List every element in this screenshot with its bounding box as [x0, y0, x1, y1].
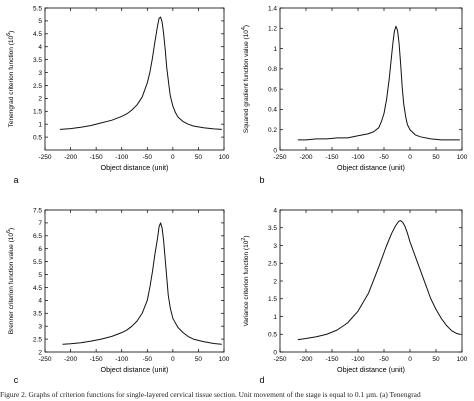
y-tick-label: 1 — [38, 121, 42, 128]
x-tick-label: -50 — [379, 154, 389, 161]
x-axis-label: Object distance (unit) — [337, 365, 405, 374]
x-tick-label: -150 — [90, 356, 103, 363]
x-tick-label: -150 — [90, 154, 103, 161]
y-axis-label: Squared gradient function value (104) — [241, 25, 250, 133]
y-tick-label: 7.5 — [33, 207, 42, 214]
figure-caption: Figure 2. Graphs of criterion functions … — [0, 390, 421, 399]
x-tick-label: -200 — [64, 154, 77, 161]
x-tick-label: 0 — [408, 356, 412, 363]
x-tick-label: -50 — [143, 356, 153, 363]
y-tick-label: 1.2 — [268, 26, 277, 33]
y-tick-label: 5 — [38, 18, 42, 25]
panel-label: b — [259, 175, 264, 185]
y-tick-label: 6 — [38, 246, 42, 253]
x-tick-label: -150 — [325, 356, 338, 363]
y-tick-label: 3.5 — [268, 225, 277, 232]
y-tick-label: 2 — [38, 96, 42, 103]
plot-frame — [44, 7, 225, 151]
y-tick-label: 4 — [273, 207, 277, 214]
plot-frame — [279, 7, 463, 151]
x-tick-label: 100 — [219, 154, 230, 161]
chart-panel-c: -250 -200 -150 -100 -50 0 50 100 2 2.5 3 3.5 4 4.5 5 5.… — [6, 207, 230, 385]
x-tick-label: -100 — [115, 356, 128, 363]
y-axis-label: Tenengrad criterion function (106) — [6, 31, 15, 128]
y-tick-label: 0.4 — [268, 107, 277, 114]
panel-label: a — [13, 175, 18, 185]
y-tick-label: 1.5 — [268, 296, 277, 303]
x-axis-label: Object distance (unit) — [101, 163, 169, 172]
y-tick-label: 1.4 — [268, 5, 277, 12]
x-tick-label: 100 — [219, 356, 230, 363]
x-tick-label: 0 — [408, 154, 412, 161]
y-tick-label: 1 — [273, 314, 277, 321]
y-tick-label: 6.5 — [33, 233, 42, 240]
x-tick-label: -250 — [273, 154, 286, 161]
x-tick-label: 100 — [457, 356, 468, 363]
x-tick-label: 50 — [432, 154, 440, 161]
plot-frame — [279, 209, 463, 353]
y-axis-label: Variance criterion function (102) — [241, 235, 250, 326]
y-tick-label: 0 — [273, 349, 277, 356]
y-tick-label: 2 — [38, 349, 42, 356]
panel-label: c — [14, 375, 19, 385]
y-tick-label: 5.5 — [33, 5, 42, 12]
x-tick-label: -250 — [38, 356, 51, 363]
x-axis-label: Object distance (unit) — [101, 365, 169, 374]
y-tick-label: 2.5 — [33, 336, 42, 343]
x-tick-label: 0 — [171, 154, 175, 161]
y-tick-label: 3 — [38, 70, 42, 77]
y-tick-label: 4 — [38, 298, 42, 305]
x-tick-label: 50 — [195, 356, 203, 363]
series-line — [297, 220, 460, 341]
y-tick-label: 1.5 — [33, 109, 42, 116]
x-tick-label: -100 — [351, 154, 364, 161]
y-tick-label: 4.5 — [33, 285, 42, 292]
y-tick-label: 3 — [38, 323, 42, 330]
y-tick-label: 4.5 — [33, 31, 42, 38]
x-tick-label: -100 — [351, 356, 364, 363]
y-tick-label: 1 — [273, 46, 277, 53]
x-tick-label: -50 — [143, 154, 153, 161]
x-tick-label: -50 — [379, 356, 389, 363]
x-tick-label: -250 — [38, 154, 51, 161]
y-tick-label: 5 — [38, 272, 42, 279]
series-line — [59, 16, 222, 130]
series-line — [62, 222, 222, 345]
y-tick-label: 0.8 — [268, 66, 277, 73]
y-tick-label: 3 — [273, 243, 277, 250]
x-tick-label: 100 — [457, 154, 468, 161]
y-tick-label: 0 — [273, 147, 277, 154]
panel-label: d — [259, 375, 264, 385]
x-tick-label: -250 — [273, 356, 286, 363]
y-tick-label: 0.5 — [33, 134, 42, 141]
plot-frame — [44, 209, 225, 353]
y-tick-label: 7 — [38, 220, 42, 227]
x-tick-label: -150 — [325, 154, 338, 161]
chart-panel-b: -250 -200 -150 -100 -50 0 50 100 0 0.2 0.4 0.6 0.8 1 1… — [241, 5, 468, 185]
x-tick-label: 50 — [432, 356, 440, 363]
series-line — [297, 25, 460, 141]
chart-panel-a: -250 -200 -150 -100 -50 0 50 100 0.5 1 1.5 2 2.5 3 3.5… — [6, 5, 230, 185]
y-tick-label: 0.2 — [268, 127, 277, 134]
chart-panel-d: -250 -200 -150 -100 -50 0 50 100 0 0.5 1 1.5 2 2.5 3 3.… — [241, 207, 468, 385]
x-tick-label: -200 — [299, 356, 312, 363]
y-tick-label: 3.5 — [33, 311, 42, 318]
x-tick-label: 0 — [171, 356, 175, 363]
y-tick-label: 3.5 — [33, 57, 42, 64]
y-tick-label: 2 — [273, 278, 277, 285]
y-tick-label: 4 — [38, 44, 42, 51]
y-tick-label: 5.5 — [33, 259, 42, 266]
x-axis-label: Object distance (unit) — [337, 163, 405, 172]
x-tick-label: 50 — [195, 154, 203, 161]
x-tick-label: -200 — [64, 356, 77, 363]
x-tick-label: -200 — [299, 154, 312, 161]
y-tick-label: 2.5 — [33, 83, 42, 90]
y-tick-label: 2.5 — [268, 261, 277, 268]
y-axis-label: Brenner criterion function value (106) — [6, 228, 15, 334]
x-tick-label: -100 — [115, 154, 128, 161]
y-tick-label: 0.5 — [268, 332, 277, 339]
y-tick-label: 0.6 — [268, 86, 277, 93]
